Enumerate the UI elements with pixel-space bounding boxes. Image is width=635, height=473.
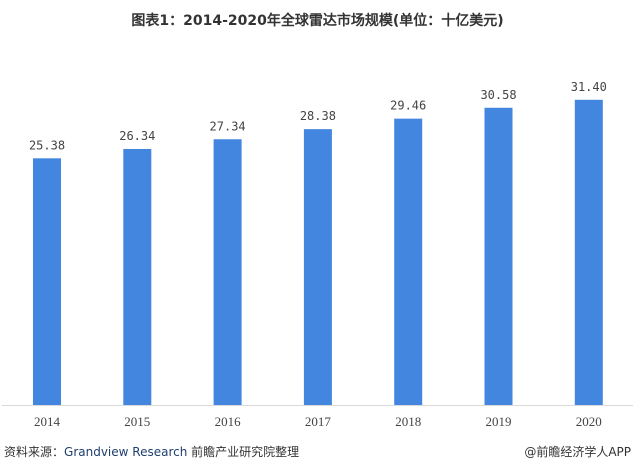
data-label-2020: 31.40 <box>571 80 607 94</box>
x-tick-label-2019: 2019 <box>486 414 512 429</box>
bar-2014 <box>33 158 61 405</box>
data-label-2015: 26.34 <box>119 129 155 143</box>
bar-2019 <box>484 107 513 406</box>
data-label-2016: 27.34 <box>210 119 246 133</box>
x-tick-label-2016: 2016 <box>215 414 242 429</box>
bar-2015 <box>123 148 152 405</box>
app-watermark: @前瞻经济学人APP <box>524 445 631 459</box>
x-tick-label-2015: 2015 <box>124 414 150 429</box>
source-prefix: 资料来源： <box>4 445 65 459</box>
bar-2020 <box>574 99 603 406</box>
bar-2017 <box>303 129 332 405</box>
source-suffix: 前瞻产业研究院整理 <box>187 445 300 459</box>
x-tick-label-2017: 2017 <box>305 414 332 429</box>
source-note: 资料来源：Grandview Research 前瞻产业研究院整理 <box>4 443 299 460</box>
x-tick-label-2020: 2020 <box>576 414 602 429</box>
data-label-2019: 30.58 <box>480 88 516 102</box>
x-tick-label-2018: 2018 <box>395 414 421 429</box>
chart-title: 图表1：2014-2020年全球雷达市场规模(单位：十亿美元) <box>131 13 504 29</box>
data-label-2018: 29.46 <box>390 99 426 113</box>
bar-2018 <box>394 118 423 405</box>
data-label-2014: 25.38 <box>29 138 65 152</box>
bar-2016 <box>213 139 242 406</box>
data-label-2017: 28.38 <box>300 109 336 123</box>
source-name: Grandview Research <box>64 445 188 459</box>
x-tick-label-2014: 2014 <box>34 414 61 429</box>
